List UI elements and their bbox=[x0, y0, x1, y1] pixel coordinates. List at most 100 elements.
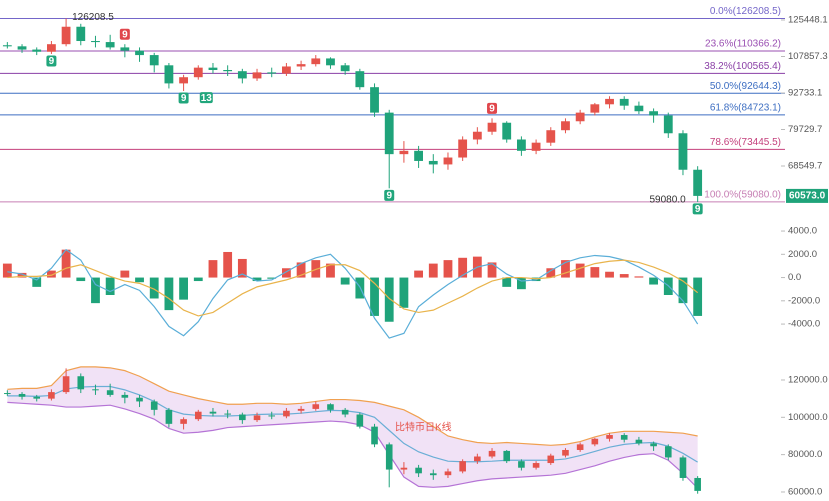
candle-body bbox=[532, 463, 540, 468]
candle-body bbox=[415, 467, 422, 474]
macd-bar bbox=[252, 277, 262, 282]
annotation: 比特币日K线 bbox=[395, 421, 452, 434]
macd-bar bbox=[502, 277, 512, 287]
candle-body bbox=[47, 44, 56, 52]
candle-body bbox=[32, 49, 42, 52]
candle-body bbox=[546, 130, 556, 143]
y-tick-label: 125448.1 bbox=[788, 15, 828, 26]
candle-body bbox=[590, 104, 600, 113]
macd-bar bbox=[340, 277, 350, 285]
candle-body bbox=[209, 411, 217, 414]
candle-body bbox=[355, 71, 365, 88]
candle-body bbox=[400, 467, 408, 470]
macd-bar bbox=[120, 270, 130, 278]
macd-bar bbox=[693, 277, 703, 316]
candle-body bbox=[62, 376, 70, 393]
candle-body bbox=[606, 435, 613, 439]
macd-bar bbox=[2, 263, 12, 278]
candle-body bbox=[472, 131, 482, 140]
y-tick-label: 80000.0 bbox=[788, 449, 822, 460]
y-tick-label: 0.0 bbox=[788, 272, 801, 283]
candle-body bbox=[634, 105, 644, 112]
y-tick-label: 107857.3 bbox=[788, 51, 828, 62]
fib-label: 0.0%(126208.5) bbox=[710, 6, 781, 17]
candle-body bbox=[678, 133, 688, 170]
td-marker-label: 9 bbox=[49, 56, 55, 67]
band-fill bbox=[7, 366, 698, 489]
macd-bar bbox=[296, 262, 306, 278]
candle-body bbox=[443, 157, 453, 165]
fib-label: 61.8%(84723.1) bbox=[710, 102, 781, 113]
candle-body bbox=[341, 409, 349, 415]
candle-body bbox=[487, 122, 497, 132]
macd-bar bbox=[282, 268, 291, 278]
macd-bar bbox=[164, 277, 174, 311]
macd-bar bbox=[237, 258, 247, 278]
candle-body bbox=[649, 111, 658, 116]
candle-body bbox=[105, 42, 115, 48]
macd-bar bbox=[619, 274, 629, 278]
candle-body bbox=[384, 112, 394, 155]
macd-bar bbox=[590, 267, 600, 278]
macd-bar bbox=[179, 277, 188, 300]
candle-body bbox=[150, 401, 158, 410]
fib-label: 38.2%(100565.4) bbox=[704, 61, 781, 72]
candle-body bbox=[239, 414, 246, 421]
candle-body bbox=[547, 455, 555, 464]
candle-body bbox=[371, 426, 378, 445]
candle-body bbox=[458, 139, 468, 158]
fib-label: 78.6%(73445.5) bbox=[710, 137, 781, 148]
candle-body bbox=[18, 393, 26, 397]
candle-body bbox=[326, 58, 335, 66]
candle-body bbox=[135, 50, 144, 56]
candle-body bbox=[693, 169, 703, 196]
y-tick-label: 68549.7 bbox=[788, 161, 822, 172]
candle-body bbox=[252, 72, 262, 79]
candle-body bbox=[267, 72, 277, 74]
td-marker bbox=[487, 102, 498, 114]
band-line bbox=[7, 385, 698, 463]
macd-bar bbox=[223, 251, 233, 278]
candle-body bbox=[48, 392, 55, 399]
candle-body bbox=[283, 410, 290, 417]
y-tick-label: 4000.0 bbox=[788, 226, 817, 237]
td-marker-label: 9 bbox=[695, 204, 701, 215]
candle-body bbox=[61, 26, 71, 45]
candle-body bbox=[575, 112, 585, 122]
macd-bar bbox=[61, 249, 71, 278]
macd-bar bbox=[649, 277, 658, 285]
candle-body bbox=[179, 77, 188, 84]
macd-bar bbox=[135, 277, 144, 283]
macd-bar bbox=[678, 277, 688, 304]
td-marker bbox=[178, 92, 189, 104]
macd-bar bbox=[458, 257, 468, 278]
macd-bar bbox=[91, 277, 100, 304]
macd-bar bbox=[575, 263, 585, 278]
candle-body bbox=[193, 67, 203, 78]
last-price-badge bbox=[786, 188, 828, 203]
candle-body bbox=[474, 456, 481, 462]
fib-label: 23.6%(110366.2) bbox=[705, 39, 781, 50]
td-marker bbox=[46, 55, 57, 67]
macd-bar bbox=[17, 272, 27, 278]
candle-body bbox=[106, 390, 114, 395]
macd-line bbox=[7, 259, 699, 317]
y-tick-label: 79729.7 bbox=[788, 124, 822, 135]
macd-bar bbox=[443, 260, 453, 278]
macd-bar bbox=[634, 276, 644, 278]
candle-body bbox=[327, 404, 334, 410]
candle-body bbox=[296, 64, 306, 67]
macd-bar bbox=[32, 277, 42, 287]
candle-body bbox=[297, 408, 305, 411]
candle-body bbox=[180, 419, 187, 424]
macd-bar bbox=[149, 277, 159, 299]
candle-body bbox=[385, 444, 393, 470]
macd-bar bbox=[487, 262, 497, 278]
candle-body bbox=[208, 67, 218, 70]
candle-body bbox=[414, 150, 423, 161]
candle-body bbox=[562, 449, 569, 456]
candle-body bbox=[399, 150, 409, 155]
high-label: 126208.5 bbox=[72, 12, 114, 23]
y-tick-label: 100000.0 bbox=[788, 412, 828, 423]
